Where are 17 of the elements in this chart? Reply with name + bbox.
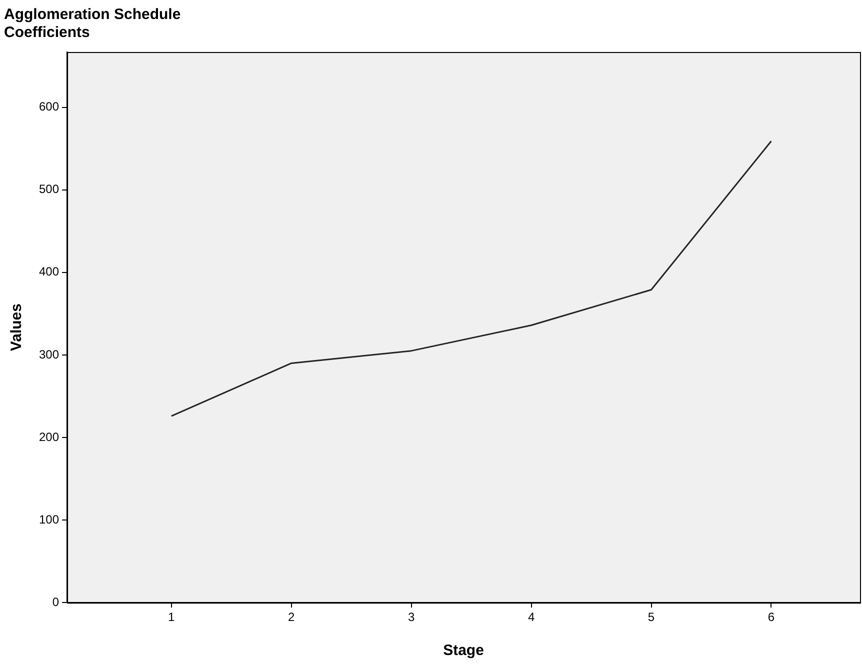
x-tick-label: 3 [408, 610, 415, 624]
x-tick-label: 1 [168, 610, 176, 624]
x-tick-label: 4 [528, 610, 535, 624]
y-tick-label: 400 [38, 264, 60, 279]
x-tick-label: 2 [288, 610, 296, 624]
y-tick-label: 100 [38, 512, 60, 526]
x-tick-label: 5 [648, 610, 655, 624]
y-tick-label: 300 [38, 347, 60, 362]
chart-subtitle: Coefficients [4, 24, 90, 42]
x-tick-label: 6 [768, 610, 775, 624]
y-tick-label: 200 [38, 430, 60, 444]
y-tick-label: 500 [38, 182, 60, 196]
y-tick-label: 0 [52, 594, 60, 609]
chart-title: Agglomeration Schedule [4, 6, 181, 24]
y-tick-label: 600 [38, 100, 60, 114]
x-axis-title: Stage [443, 642, 484, 660]
y-axis-title: Values [8, 304, 26, 352]
